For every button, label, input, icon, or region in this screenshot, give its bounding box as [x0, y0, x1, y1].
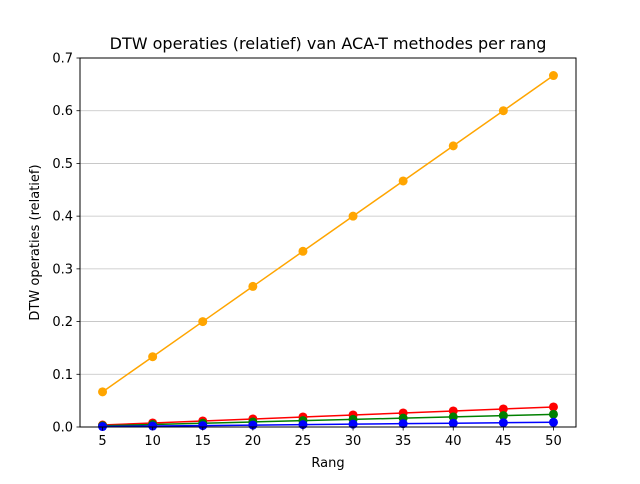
- y-tick-label: 0.6: [52, 104, 73, 119]
- y-axis-label: DTW operaties (relatief): [28, 164, 43, 320]
- data-point: [548, 402, 558, 412]
- grid-lines: [80, 110, 576, 375]
- x-tick-label: 20: [245, 434, 262, 449]
- x-tick-label: 25: [295, 434, 312, 449]
- y-tick-label: 0.7: [52, 52, 73, 67]
- data-point: [498, 404, 508, 414]
- data-point: [398, 176, 408, 186]
- y-tick-label: 0.0: [52, 421, 73, 436]
- data-point: [198, 421, 208, 431]
- data-point: [498, 418, 508, 428]
- y-tick-label: 0.2: [52, 315, 73, 330]
- data-point: [498, 106, 508, 116]
- chart-title: DTW operaties (relatief) van ACA-T metho…: [110, 34, 547, 53]
- x-axis-label: Rang: [311, 456, 344, 471]
- x-tick-label: 5: [98, 434, 106, 449]
- x-tick-label: 35: [395, 434, 412, 449]
- data-point: [548, 71, 558, 81]
- series-4: [98, 417, 558, 432]
- series-line: [102, 413, 554, 427]
- x-tick-label: 40: [445, 434, 462, 449]
- series-1: [98, 71, 558, 397]
- series-line: [102, 406, 554, 426]
- series-line: [102, 74, 554, 393]
- data-point: [348, 211, 358, 221]
- x-tick-label: 50: [545, 434, 562, 449]
- data-point: [248, 281, 258, 291]
- data-point: [148, 421, 158, 431]
- data-point: [348, 419, 358, 429]
- x-tick-label: 30: [345, 434, 362, 449]
- y-tick-label: 0.4: [52, 210, 73, 225]
- x-tick-label: 45: [495, 434, 512, 449]
- series-group: [98, 71, 558, 432]
- plot-frame: [79, 57, 577, 428]
- data-point: [498, 411, 508, 421]
- data-point: [548, 409, 558, 419]
- data-point: [98, 387, 108, 397]
- data-point: [448, 412, 458, 422]
- y-tick-label: 0.3: [52, 262, 73, 277]
- data-point: [298, 246, 308, 256]
- series-line: [102, 421, 554, 428]
- axes: 0.0 0.1 0.2 0.3 0.4 0.5 0.6 0.7 5 10 15 20 25 30 35 40 4…: [52, 52, 561, 450]
- data-point: [148, 352, 158, 362]
- data-point: [198, 317, 208, 327]
- y-tick-label: 0.5: [52, 157, 73, 172]
- y-tick-label: 0.1: [52, 368, 73, 383]
- x-tick-label: 15: [194, 434, 211, 449]
- data-point: [448, 141, 458, 151]
- data-point: [548, 417, 558, 427]
- data-point: [448, 418, 458, 428]
- data-point: [398, 419, 408, 429]
- x-tick-label: 10: [144, 434, 161, 449]
